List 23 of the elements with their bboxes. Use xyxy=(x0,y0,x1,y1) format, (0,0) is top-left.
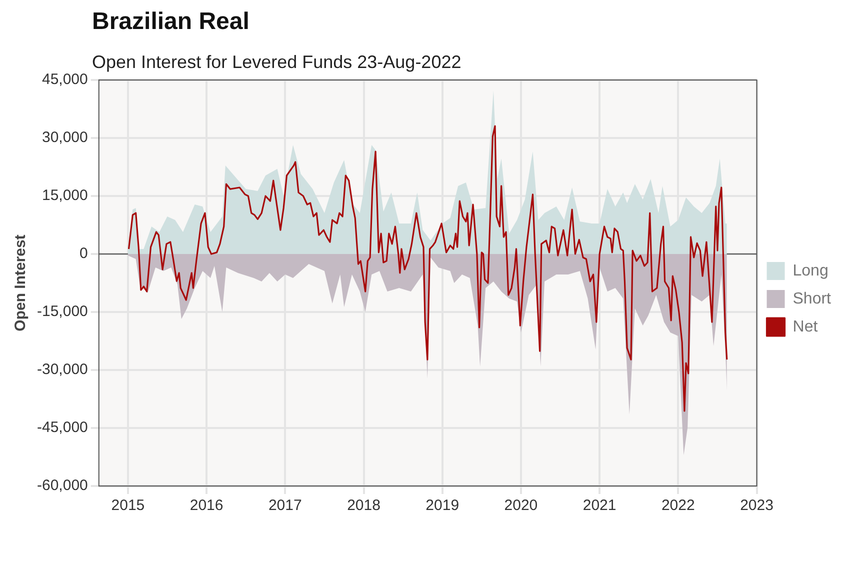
x-tick-label: 2018 xyxy=(347,497,380,514)
y-tick-label: 15,000 xyxy=(42,187,88,204)
y-tick-label: -15,000 xyxy=(37,303,88,320)
y-tick-label: -60,000 xyxy=(37,477,88,494)
chart-subtitle: Open Interest for Levered Funds 23-Aug-2022 xyxy=(92,52,462,73)
y-tick-label: 30,000 xyxy=(42,129,88,146)
x-tick-label: 2020 xyxy=(504,497,538,514)
y-tick-label: 0 xyxy=(80,245,88,262)
y-axis-title: Open Interest xyxy=(12,234,30,332)
y-tick-label: -30,000 xyxy=(37,361,88,378)
x-tick-label: 2017 xyxy=(268,497,302,514)
x-tick-label: 2016 xyxy=(190,497,224,514)
x-tick-label: 2022 xyxy=(661,497,695,514)
x-tick-label: 2019 xyxy=(426,497,460,514)
x-tick-label: 2021 xyxy=(582,497,616,514)
chart-title: Brazilian Real xyxy=(92,8,250,36)
y-tick-label: -45,000 xyxy=(37,419,88,436)
x-tick-label: 2015 xyxy=(111,497,145,514)
legend-label: Short xyxy=(792,290,832,308)
x-tick-label: 2023 xyxy=(740,497,774,514)
legend-label: Net xyxy=(792,318,818,336)
y-tick-label: 45,000 xyxy=(42,71,88,88)
legend-label: Long xyxy=(792,262,828,280)
